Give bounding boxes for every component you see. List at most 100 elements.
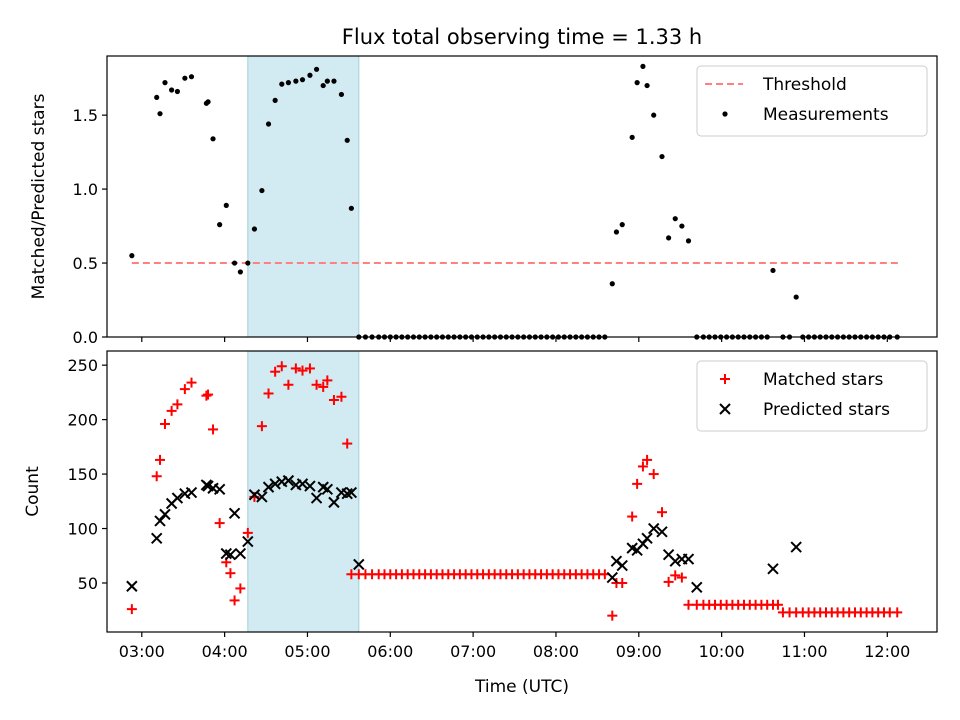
predicted-star-point [269, 478, 281, 490]
predicted-star-point [767, 563, 779, 575]
x-tick-label: 05:00 [284, 642, 330, 661]
matched-star-point [229, 595, 240, 606]
legend-label: Threshold [762, 75, 847, 95]
predicted-star-point [262, 481, 275, 493]
matched-star-point [126, 604, 137, 615]
measurement-point [188, 74, 195, 80]
legend-box [696, 65, 928, 137]
matched-star-point [311, 379, 322, 390]
chart-title: Flux total observing time = 1.33 h [342, 25, 702, 49]
matched-star-point [342, 438, 353, 449]
predicted-star-point [353, 558, 365, 571]
plot-frame-bottom [106, 350, 938, 633]
measurement-point [174, 88, 181, 95]
measurement-point [182, 75, 188, 81]
y-ticks-bottom: 50 100 150 200 250 [67, 356, 107, 593]
predicted-star-point [213, 483, 226, 496]
matched-star-point [201, 390, 212, 401]
predicted-star-point [345, 486, 358, 499]
matched-star-point [336, 391, 347, 402]
x-stroke-2 [341, 487, 353, 500]
x-stroke-2 [719, 403, 731, 415]
predicted-star-point [321, 483, 334, 496]
matched-star-point [225, 568, 236, 579]
x-stroke-2 [616, 559, 628, 572]
x-stroke-2 [150, 532, 163, 545]
x-stroke-2 [345, 486, 358, 499]
measurement-point [279, 81, 285, 87]
matched-star-point [290, 363, 301, 374]
predicted-star-point [682, 553, 695, 565]
predicted-star-point [150, 532, 163, 545]
predicted-star-point [310, 492, 323, 504]
measurement-point [231, 260, 238, 266]
predicted-star-point [282, 474, 295, 487]
matched-star-point [151, 471, 162, 482]
x-stroke-2 [606, 571, 618, 584]
measurement-point [251, 226, 258, 232]
x-tick-label: 03:00 [119, 642, 165, 661]
y-tick-label: 250 [67, 356, 98, 375]
predicted-star-point [641, 532, 653, 545]
measurement-point [162, 80, 168, 86]
measurement-point [313, 66, 320, 72]
plot-frame-top [106, 55, 938, 338]
measurement-point [210, 136, 216, 142]
predicted-star-point [242, 535, 254, 548]
x-stroke-2 [641, 532, 653, 545]
x-tick-label: 10:00 [699, 642, 745, 661]
x-ticks-top [141, 337, 888, 342]
matched-star-point [208, 424, 219, 435]
x-stroke-2 [220, 547, 232, 560]
matched-star-point [676, 572, 687, 583]
measurement-point [217, 222, 223, 228]
measurement-point [259, 187, 265, 194]
predicted-star-point [159, 508, 171, 521]
x-stroke-2 [224, 548, 237, 561]
measurement-point [609, 281, 615, 287]
x-stroke-2 [242, 535, 254, 548]
predicted-star-point [154, 515, 166, 527]
highlight-span-top [247, 55, 360, 338]
predicted-star-point [616, 559, 628, 572]
matched-star-point [670, 570, 681, 581]
legend-label: Predicted stars [763, 400, 890, 420]
matched-star-point [270, 366, 281, 377]
matched-star-point [263, 388, 274, 399]
x-stroke-2 [647, 522, 660, 535]
measurement-point [331, 78, 337, 84]
measurement-point [169, 87, 175, 93]
matched-star-point [642, 454, 653, 465]
matched-star-point [322, 375, 333, 386]
x-stroke-2 [669, 555, 681, 567]
x-stroke-2 [328, 496, 340, 509]
y-tick-label: 1.0 [73, 180, 98, 199]
matched-star-point [283, 379, 294, 390]
x-stroke-2 [682, 553, 695, 565]
x-stroke-2 [304, 480, 316, 492]
measurement-point [265, 121, 272, 127]
predicted-star-point [304, 480, 316, 492]
matched-star-point [172, 399, 183, 410]
x-stroke-2 [662, 548, 675, 561]
measurement-point [223, 202, 229, 208]
x-stroke-2 [353, 558, 365, 571]
x-stroke-2 [767, 563, 779, 575]
matched-star-point [276, 361, 287, 372]
predicted-star-point [256, 491, 268, 503]
y-ticks-top: 0.0 0.5 1.0 1.5 [73, 106, 107, 347]
x-stroke-2 [256, 491, 268, 503]
matched-stars-points [126, 361, 903, 621]
y-axis-label-bottom: Count [23, 466, 43, 517]
measurement-point [659, 153, 665, 160]
x-stroke-2 [185, 486, 198, 499]
measurement-point [237, 269, 243, 275]
x-stroke-2 [154, 515, 166, 527]
predicted-star-point [669, 555, 681, 567]
predicted-star-point [224, 548, 237, 561]
measurement-point [344, 137, 350, 143]
legend-box [696, 360, 928, 432]
matched-star-point [328, 395, 339, 406]
x-tick-label: 12:00 [864, 642, 910, 661]
